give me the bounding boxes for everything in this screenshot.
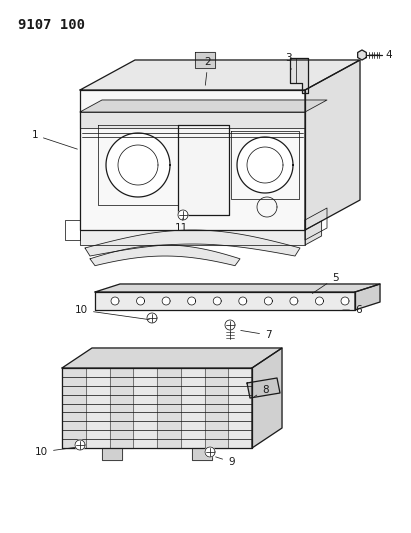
Polygon shape — [162, 297, 170, 305]
Polygon shape — [178, 125, 229, 215]
Polygon shape — [80, 230, 305, 245]
Polygon shape — [90, 245, 240, 265]
Polygon shape — [62, 403, 86, 413]
Polygon shape — [192, 448, 212, 460]
Polygon shape — [102, 448, 122, 460]
Polygon shape — [305, 221, 321, 245]
Polygon shape — [109, 403, 133, 413]
Polygon shape — [205, 430, 228, 439]
Polygon shape — [109, 386, 133, 394]
Polygon shape — [239, 297, 247, 305]
Polygon shape — [355, 284, 380, 310]
Polygon shape — [111, 297, 119, 305]
Polygon shape — [62, 439, 86, 448]
Polygon shape — [62, 368, 252, 448]
Text: 10: 10 — [35, 447, 75, 457]
Polygon shape — [237, 137, 293, 193]
Polygon shape — [205, 377, 228, 386]
Polygon shape — [106, 133, 170, 197]
Polygon shape — [62, 394, 86, 403]
Polygon shape — [205, 447, 215, 457]
Text: 7: 7 — [241, 330, 272, 340]
Polygon shape — [205, 413, 228, 421]
Polygon shape — [341, 297, 349, 305]
Polygon shape — [205, 421, 228, 430]
Polygon shape — [213, 297, 221, 305]
Text: 6: 6 — [343, 305, 362, 315]
Polygon shape — [62, 430, 86, 439]
Polygon shape — [85, 230, 300, 256]
Polygon shape — [62, 348, 282, 368]
Polygon shape — [205, 403, 228, 413]
Polygon shape — [157, 413, 181, 421]
Text: 10: 10 — [75, 305, 149, 320]
Polygon shape — [75, 440, 85, 450]
Polygon shape — [205, 439, 228, 448]
Polygon shape — [95, 284, 380, 292]
Polygon shape — [290, 58, 308, 93]
Polygon shape — [188, 297, 196, 305]
Polygon shape — [80, 112, 305, 128]
Polygon shape — [195, 52, 215, 68]
Polygon shape — [136, 297, 145, 305]
Polygon shape — [109, 377, 133, 386]
Polygon shape — [247, 378, 280, 398]
Polygon shape — [157, 394, 181, 403]
Polygon shape — [157, 439, 181, 448]
Text: 3: 3 — [285, 53, 292, 69]
Polygon shape — [157, 430, 181, 439]
Polygon shape — [157, 421, 181, 430]
Polygon shape — [62, 413, 86, 421]
Polygon shape — [316, 297, 323, 305]
Polygon shape — [264, 297, 272, 305]
Text: 4: 4 — [370, 50, 392, 60]
Polygon shape — [147, 313, 157, 323]
Polygon shape — [157, 386, 181, 394]
Polygon shape — [80, 90, 305, 230]
Polygon shape — [109, 439, 133, 448]
Text: 9: 9 — [216, 457, 235, 467]
Polygon shape — [62, 421, 86, 430]
Text: 9107 100: 9107 100 — [18, 18, 85, 32]
Polygon shape — [109, 430, 133, 439]
Text: 5: 5 — [312, 273, 339, 294]
Text: 2: 2 — [205, 57, 211, 85]
Polygon shape — [109, 421, 133, 430]
Polygon shape — [290, 297, 298, 305]
Polygon shape — [305, 60, 360, 230]
Text: 1: 1 — [31, 130, 77, 149]
Polygon shape — [178, 210, 188, 220]
Polygon shape — [358, 50, 366, 60]
Polygon shape — [62, 386, 86, 394]
Polygon shape — [62, 368, 86, 377]
Polygon shape — [205, 368, 228, 377]
Text: 8: 8 — [254, 385, 269, 397]
Polygon shape — [157, 377, 181, 386]
Polygon shape — [252, 348, 282, 448]
Polygon shape — [205, 394, 228, 403]
Polygon shape — [80, 100, 327, 112]
Polygon shape — [109, 368, 133, 377]
Polygon shape — [157, 368, 181, 377]
Polygon shape — [157, 403, 181, 413]
Polygon shape — [225, 320, 235, 330]
Polygon shape — [109, 394, 133, 403]
Text: 11: 11 — [175, 218, 188, 233]
Polygon shape — [80, 60, 360, 90]
Polygon shape — [205, 386, 228, 394]
Polygon shape — [109, 413, 133, 421]
Polygon shape — [62, 377, 86, 386]
Polygon shape — [95, 292, 355, 310]
